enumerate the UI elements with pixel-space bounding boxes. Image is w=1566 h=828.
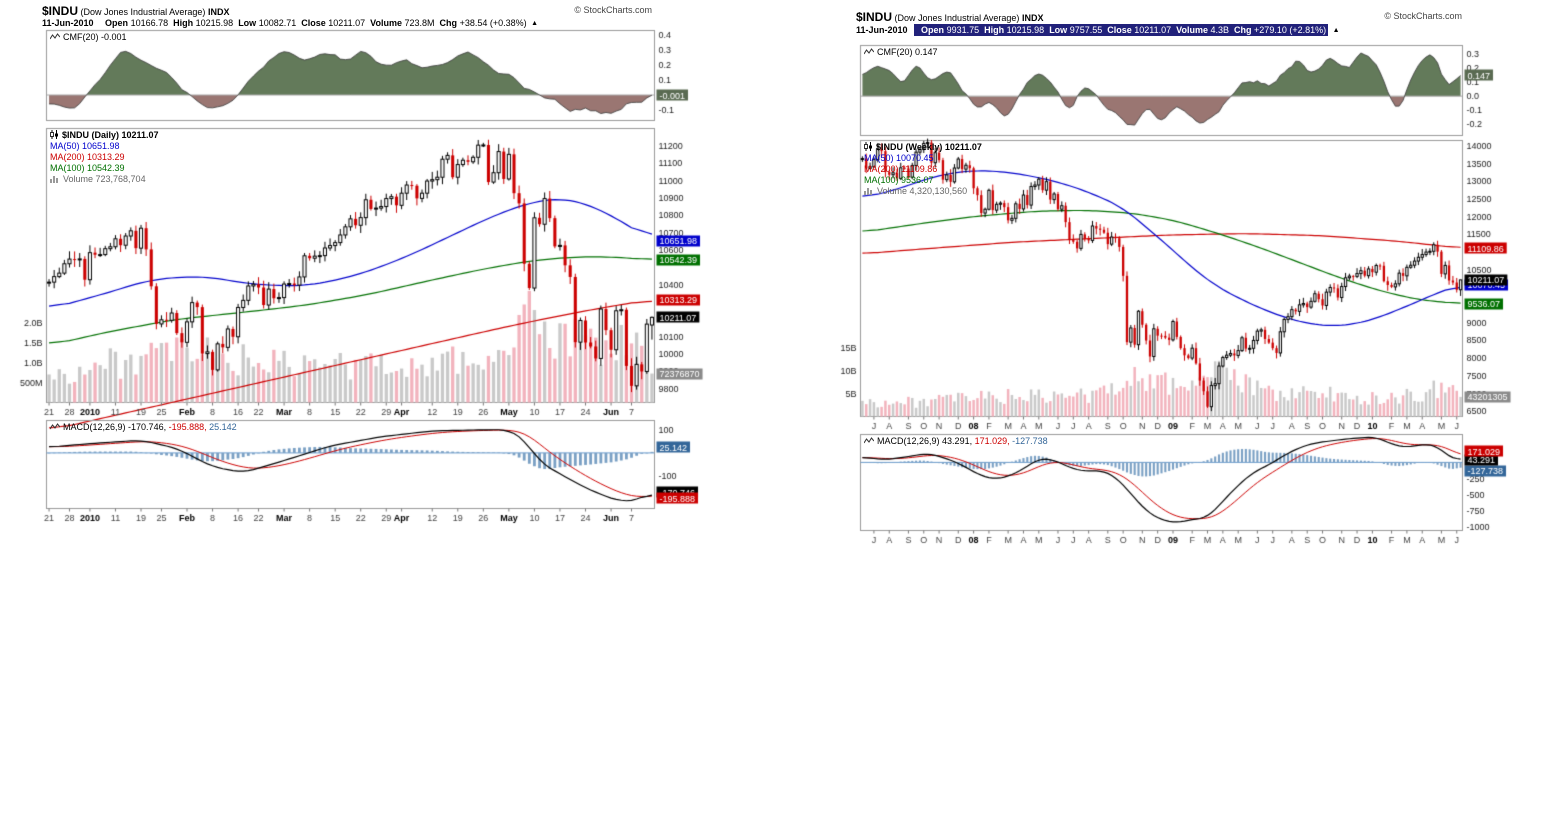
cmf-legend: CMF(20) -0.001 — [49, 32, 127, 43]
ma200-legend: MA(200) 11109.86 — [864, 164, 938, 174]
volume-label: Volume — [1176, 25, 1208, 35]
macd-signal-value: -195.888, — [168, 422, 207, 432]
high-label: High — [984, 25, 1005, 35]
close-value: 10211.07 — [328, 18, 366, 28]
cmf-icon — [863, 48, 875, 55]
high-value: 10215.98 — [1006, 25, 1045, 35]
close-label: Close — [301, 18, 326, 28]
cmf-legend: CMF(20) 0.147 — [863, 47, 938, 58]
macd-main-value: 43.291, — [942, 436, 973, 446]
candlestick-icon — [50, 130, 58, 139]
weekly-chart-panel: $INDU (Dow Jones Industrial Average) IND… — [836, 10, 1548, 565]
macd-hist-value: 25.142 — [209, 422, 237, 432]
chart-title: $INDU (Dow Jones Industrial Average) IND… — [42, 4, 229, 18]
volume-label: Volume — [370, 18, 402, 28]
macd-icon — [49, 423, 61, 430]
chg-label: Chg — [439, 18, 458, 28]
macd-hist-value: -127.738 — [1012, 436, 1048, 446]
macd-signal-value: 171.029, — [974, 436, 1010, 446]
symbol: $INDU — [856, 10, 893, 24]
macd-legend: MACD(12,26,9) -170.746, -195.888, 25.142 — [49, 422, 237, 433]
daily-chart-canvas — [4, 2, 708, 547]
macd-icon — [863, 437, 875, 444]
cmf-legend-label: CMF(20) 0.147 — [877, 47, 938, 57]
symbol-name: (Dow Jones Industrial Average) — [894, 13, 1020, 23]
volume-legend: Volume 723,768,704 — [50, 174, 159, 185]
symbol-name: (Dow Jones Industrial Average) — [80, 7, 206, 17]
ma100-legend: MA(100) 9536.07 — [864, 175, 934, 185]
open-value: 10166.78 — [130, 18, 169, 28]
open-label: Open — [921, 25, 945, 35]
weekly-chart-canvas — [836, 10, 1548, 565]
macd-legend: MACD(12,26,9) 43.291, 171.029, -127.738 — [863, 436, 1048, 447]
daily-chart-panel: $INDU (Dow Jones Industrial Average) IND… — [4, 2, 708, 547]
high-label: High — [173, 18, 194, 28]
price-legend: $INDU (Weekly) 10211.07 MA(50) 10070.45 … — [864, 142, 982, 197]
cmf-icon — [49, 33, 61, 40]
ma100-legend: MA(100) 10542.39 — [50, 163, 125, 173]
macd-legend-title: MACD(12,26,9) — [63, 422, 126, 432]
quote-row: 11-Jun-2010 Open 10166.78 High 10215.98 Lo… — [42, 18, 538, 28]
price-legend-text: $INDU (Weekly) 10211.07 — [876, 142, 982, 152]
ma50-legend: MA(50) 10651.98 — [50, 141, 120, 151]
volume-value: 4.3B — [1210, 25, 1230, 35]
quote-row: 11-Jun-2010 Open 9931.75 High 10215.98 Low… — [856, 24, 1340, 36]
exchange: INDX — [207, 7, 230, 17]
symbol: $INDU — [42, 4, 79, 18]
low-value: 9757.55 — [1069, 25, 1103, 35]
open-label: Open — [105, 18, 129, 28]
copyright: © StockCharts.com — [1384, 11, 1462, 21]
candlestick-icon — [864, 142, 872, 151]
ma200-legend: MA(200) 10313.29 — [50, 152, 125, 162]
up-arrow-icon: ▲ — [531, 20, 539, 27]
quote-fields: Open 9931.75 High 10215.98 Low 9757.55 Clos… — [914, 24, 1329, 36]
cmf-legend-label: CMF(20) -0.001 — [63, 32, 127, 42]
up-arrow-icon: ▲ — [1332, 27, 1340, 34]
ma50-legend: MA(50) 10070.45 — [864, 153, 934, 163]
copyright: © StockCharts.com — [574, 5, 652, 15]
macd-main-value: -170.746, — [128, 422, 167, 432]
low-value: 10082.71 — [258, 18, 297, 28]
price-legend: $INDU (Daily) 10211.07 MA(50) 10651.98 M… — [50, 130, 159, 185]
volume-legend-text: Volume 723,768,704 — [63, 174, 146, 184]
volume-legend: Volume 4,320,130,560 — [864, 186, 982, 197]
exchange: INDX — [1021, 13, 1044, 23]
price-legend-title: $INDU (Weekly) 10211.07 — [864, 142, 982, 153]
macd-legend-title: MACD(12,26,9) — [877, 436, 940, 446]
quote-date: 11-Jun-2010 — [856, 25, 908, 35]
chart-title: $INDU (Dow Jones Industrial Average) IND… — [856, 10, 1043, 24]
volume-icon — [864, 188, 872, 195]
low-label: Low — [238, 18, 257, 28]
chg-label: Chg — [1234, 25, 1252, 35]
price-legend-title: $INDU (Daily) 10211.07 — [50, 130, 159, 141]
close-label: Close — [1107, 25, 1132, 35]
volume-value: 723.8M — [404, 18, 435, 28]
quote-date: 11-Jun-2010 — [42, 18, 94, 28]
chg-value: +38.54 (+0.38%) — [459, 18, 527, 28]
open-value: 9931.75 — [946, 25, 980, 35]
close-value: 10211.07 — [1134, 25, 1172, 35]
high-value: 10215.98 — [195, 18, 234, 28]
price-legend-text: $INDU (Daily) 10211.07 — [62, 130, 159, 140]
low-label: Low — [1049, 25, 1068, 35]
chg-value: +279.10 (+2.81%) — [1254, 25, 1327, 35]
volume-legend-text: Volume 4,320,130,560 — [877, 186, 968, 196]
volume-icon — [50, 176, 58, 183]
quote-fields: Open 10166.78 High 10215.98 Low 10082.71 Cl… — [100, 18, 527, 28]
